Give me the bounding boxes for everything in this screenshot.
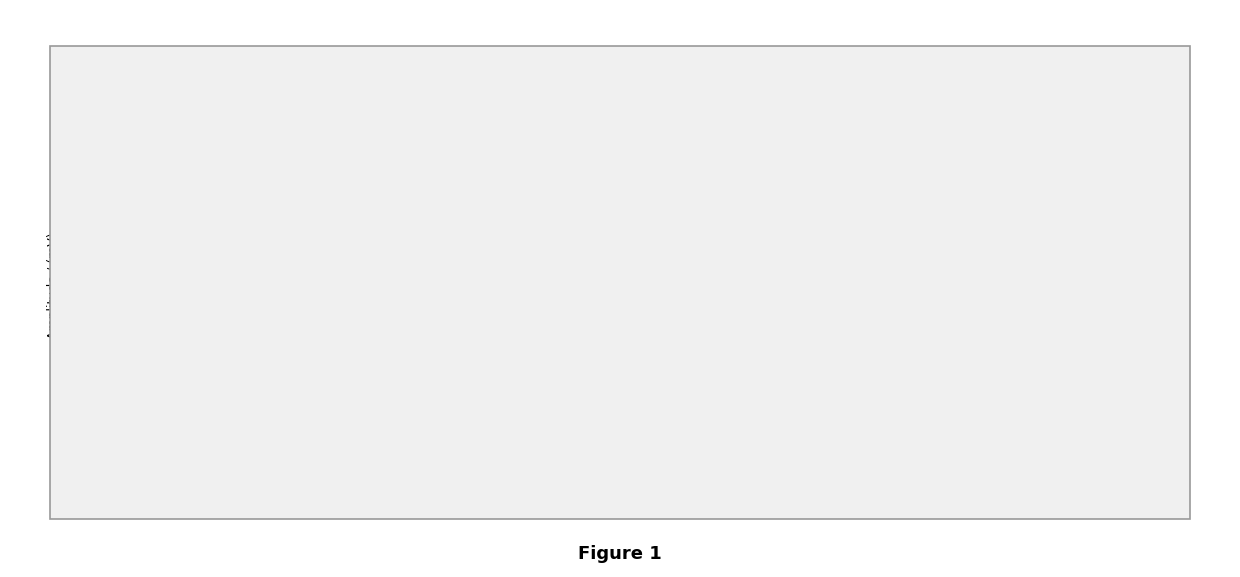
Text: 2: 2 <box>898 283 904 294</box>
Text: -20: -20 <box>996 283 1012 294</box>
FancyBboxPatch shape <box>972 323 1049 359</box>
Text: Sweep Settings: Sweep Settings <box>875 118 966 130</box>
Text: 100us: 100us <box>885 210 915 220</box>
Text: Vmemb (Display): Vmemb (Display) <box>1069 136 1147 145</box>
Y-axis label: Amplitude / (mV): Amplitude / (mV) <box>47 233 61 339</box>
FancyBboxPatch shape <box>868 197 946 234</box>
Text: ▲: ▲ <box>936 207 941 212</box>
FancyBboxPatch shape <box>868 323 946 359</box>
Text: Delay / (ms): Delay / (ms) <box>972 317 1032 327</box>
Text: ▲: ▲ <box>936 280 941 286</box>
Text: ▼: ▼ <box>1040 220 1044 226</box>
FancyBboxPatch shape <box>972 144 1049 181</box>
Text: No of Pulses: No of Pulses <box>868 264 929 274</box>
Text: -110: -110 <box>1100 158 1121 168</box>
FancyBboxPatch shape <box>868 144 946 181</box>
Text: Sample Period: Sample Period <box>868 191 939 201</box>
Text: ▼: ▼ <box>1040 168 1044 174</box>
Text: ▲: ▲ <box>1156 155 1161 160</box>
Bar <box>574 92 849 479</box>
FancyBboxPatch shape <box>1069 197 1166 234</box>
FancyBboxPatch shape <box>972 270 1049 307</box>
Text: ▲: ▲ <box>1040 155 1044 160</box>
Text: ▲: ▲ <box>936 155 941 160</box>
Text: ▲: ▲ <box>936 333 941 338</box>
Text: ▼: ▼ <box>936 220 941 226</box>
Text: Record Leak
corrected
Data: Record Leak corrected Data <box>1081 326 1137 357</box>
Text: ▲: ▲ <box>1040 280 1044 286</box>
Text: ▲: ▲ <box>1040 207 1044 212</box>
FancyBboxPatch shape <box>1061 326 1078 350</box>
Text: Amplitude Change / (mv): Amplitude Change / (mv) <box>972 264 1086 273</box>
Text: ▲: ▲ <box>1040 333 1044 338</box>
FancyBboxPatch shape <box>972 197 1049 234</box>
FancyBboxPatch shape <box>868 373 884 396</box>
FancyBboxPatch shape <box>1069 144 1166 181</box>
Text: 10kHz: 10kHz <box>988 210 1019 220</box>
Text: No of Sweeps: No of Sweeps <box>868 136 935 145</box>
Text: ▼: ▼ <box>936 346 941 351</box>
Text: 41300: 41300 <box>1101 210 1132 220</box>
X-axis label: Time / (ms): Time / (ms) <box>441 504 513 516</box>
Text: ▼: ▼ <box>1040 294 1044 299</box>
Text: ▼: ▼ <box>1156 168 1161 174</box>
Text: 17: 17 <box>894 158 906 168</box>
Text: Leak Pulse Settings: Leak Pulse Settings <box>875 247 990 260</box>
Text: ▼: ▼ <box>936 168 941 174</box>
Text: ✓: ✓ <box>1065 333 1074 343</box>
FancyBboxPatch shape <box>868 270 946 307</box>
Text: ▼: ▼ <box>936 294 941 299</box>
Text: No of Samples: No of Samples <box>1069 191 1138 201</box>
Text: ▼: ▼ <box>1040 346 1044 351</box>
Text: Figure 1: Figure 1 <box>578 545 662 563</box>
Text: Perform after Protocol: Perform after Protocol <box>888 379 987 388</box>
Text: 500: 500 <box>994 336 1013 346</box>
Text: 20: 20 <box>894 336 906 346</box>
Text: 5.5: 5.5 <box>996 158 1012 168</box>
Text: Duration / (ms): Duration / (ms) <box>868 317 942 327</box>
Text: Sampling Rate: Sampling Rate <box>972 191 1043 201</box>
Text: Interval / (s): Interval / (s) <box>972 136 1032 145</box>
